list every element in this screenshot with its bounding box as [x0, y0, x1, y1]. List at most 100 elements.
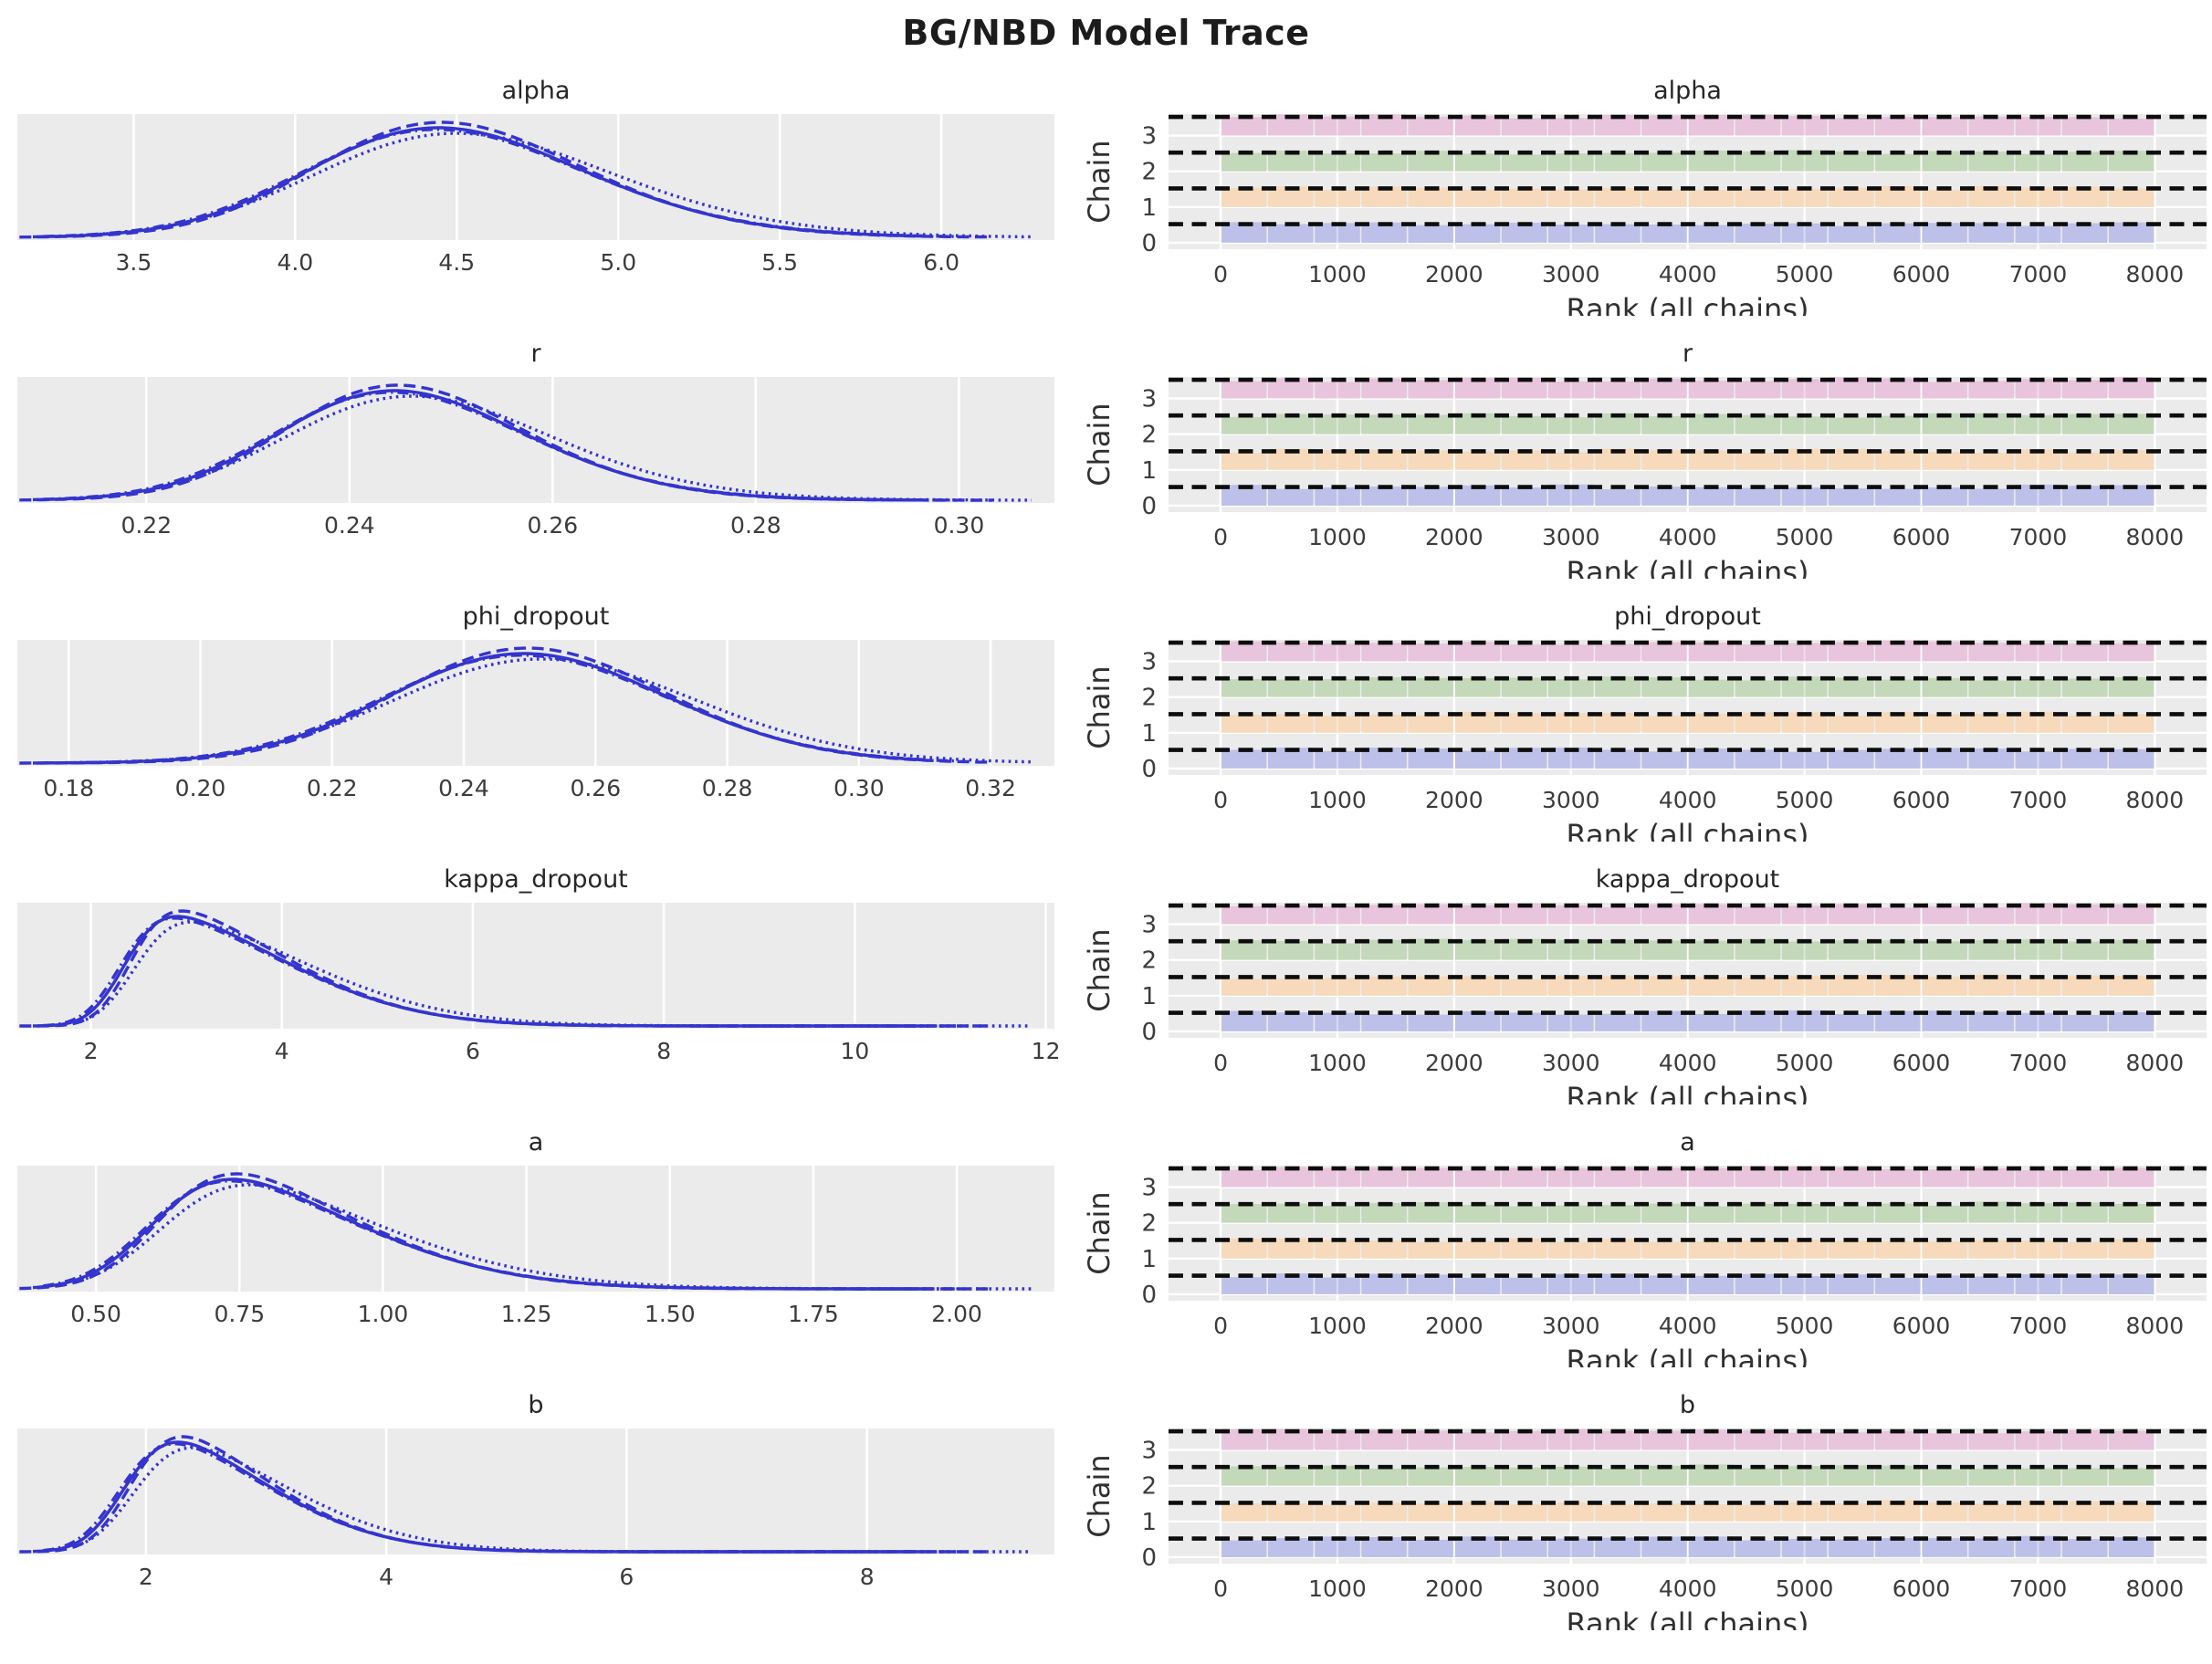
- rank-bar: [1829, 417, 1874, 434]
- rank-bar: [1829, 225, 1874, 243]
- rank-bar: [1408, 904, 1454, 925]
- rank-bar: [1922, 1169, 1967, 1188]
- rank-bar: [2061, 1429, 2108, 1450]
- rank-bar: [1221, 749, 1267, 769]
- rank-bar: [1361, 1502, 1407, 1522]
- y-tick-label: 0: [1141, 1282, 1157, 1309]
- x-tick-label: 8: [860, 1564, 875, 1590]
- rank-bar: [1501, 1012, 1547, 1031]
- rank-bar: [1875, 1430, 1921, 1450]
- kde-curve-chain-1-dashed: [19, 1435, 992, 1554]
- rank-bar: [1548, 1538, 1594, 1557]
- rank-bar: [1968, 1503, 2015, 1522]
- rank-bar: [1595, 1205, 1641, 1223]
- rank-bar: [1875, 1169, 1921, 1188]
- rank-bar: [2015, 187, 2061, 207]
- rank-bar: [1875, 488, 1921, 506]
- rank-bar: [1268, 186, 1314, 207]
- rank-bar: [2061, 1539, 2108, 1557]
- rank-bar: [2109, 677, 2154, 697]
- rank-bar: [1268, 679, 1314, 697]
- x-tick-label: 1000: [1308, 524, 1367, 550]
- rank-bars-chain-3: [1221, 114, 2154, 136]
- rank-bar: [1688, 748, 1735, 769]
- rank-bar: [1595, 1504, 1641, 1522]
- rank-bar: [1922, 1502, 1967, 1522]
- y-tick-label: 2: [1141, 1210, 1157, 1238]
- x-tick-label: 0.30: [934, 512, 985, 539]
- kde-title-kappa_dropout: kappa_dropout: [444, 865, 628, 894]
- rank-bar: [1641, 1241, 1687, 1259]
- rank-bar: [1548, 1168, 1594, 1188]
- x-tick-label: 8000: [2126, 787, 2185, 813]
- rank-bar: [1829, 749, 1874, 769]
- rank-bar: [1221, 1540, 1267, 1557]
- axes-background: [17, 1429, 1054, 1554]
- rank-bar: [1922, 905, 1967, 925]
- rank-bar: [1548, 484, 1594, 506]
- x-tick-label: 1000: [1308, 1313, 1367, 1339]
- rank-bar: [1688, 487, 1735, 506]
- rank-bar: [1735, 1468, 1781, 1486]
- rank-bar: [1501, 1206, 1547, 1223]
- rank-bar: [1221, 416, 1267, 434]
- rank-bar: [1221, 187, 1267, 207]
- rank-bar: [2109, 714, 2154, 733]
- rank-bar: [1829, 1206, 1874, 1223]
- rank-bar: [2015, 1170, 2061, 1188]
- rank-bar: [1361, 1537, 1407, 1557]
- kde-subplot-b: b 2 4 6 8: [17, 1391, 1054, 1590]
- rank-bar: [1781, 223, 1828, 243]
- rank-bar: [2061, 1014, 2108, 1031]
- rank-bar: [1735, 381, 1781, 399]
- rank-bar: [1688, 413, 1735, 434]
- rank-bar: [1875, 640, 1921, 662]
- rank-title-a: a: [1680, 1128, 1695, 1156]
- rank-bar: [1735, 224, 1781, 243]
- rank-bar: [1268, 114, 1314, 136]
- rank-bar: [1361, 677, 1407, 697]
- rank-bar: [1829, 1013, 1874, 1031]
- x-tick-label: 1000: [1308, 261, 1367, 288]
- rank-bar: [1408, 414, 1454, 434]
- rank-bar: [1595, 1469, 1641, 1486]
- rank-bars-chain-1: [1221, 711, 2154, 733]
- rank-bar: [1875, 940, 1921, 960]
- x-tick-label: 5.5: [761, 249, 798, 276]
- rank-bar: [1221, 715, 1267, 733]
- rank-bar: [2109, 222, 2154, 243]
- rank-bar: [1454, 1240, 1501, 1259]
- rank-bar: [1688, 381, 1735, 399]
- rank-bar: [1501, 1238, 1547, 1259]
- rank-bar: [1688, 1536, 1735, 1557]
- rank-bar: [1268, 1466, 1314, 1486]
- x-tick-label: 1000: [1308, 787, 1367, 813]
- rank-bars-chain-0: [1221, 1010, 2154, 1031]
- rank-bar: [2061, 380, 2108, 399]
- rank-bar: [2015, 117, 2061, 136]
- rank-bars-chain-3: [1221, 1166, 2154, 1188]
- rank-bar: [1221, 152, 1267, 172]
- rank-bar: [1735, 977, 1781, 996]
- rank-bar: [1829, 1167, 1874, 1188]
- rank-bar: [1361, 1273, 1407, 1294]
- rank-bar: [1408, 938, 1454, 960]
- rank-bar: [1688, 1241, 1735, 1259]
- rank-bar: [1548, 225, 1594, 243]
- rank-bar: [1688, 642, 1735, 662]
- rank-bar: [1268, 979, 1314, 996]
- rank-bar: [1315, 190, 1360, 207]
- rank-bar: [1922, 452, 1967, 470]
- rank-title-r: r: [1683, 340, 1693, 368]
- rank-bar: [1454, 1277, 1501, 1294]
- x-tick-label: 0: [1213, 1313, 1228, 1339]
- rank-bar: [1501, 748, 1547, 769]
- rank-bar: [1922, 941, 1967, 960]
- x-tick-label: 8000: [2126, 524, 2185, 550]
- rank-bar: [1501, 378, 1547, 399]
- rank-bar: [1735, 1203, 1781, 1223]
- figure-title: BG/NBD Model Trace: [902, 13, 1310, 53]
- rank-bar: [1922, 677, 1967, 697]
- rank-bar: [1641, 904, 1687, 925]
- rank-bar: [1735, 1240, 1781, 1259]
